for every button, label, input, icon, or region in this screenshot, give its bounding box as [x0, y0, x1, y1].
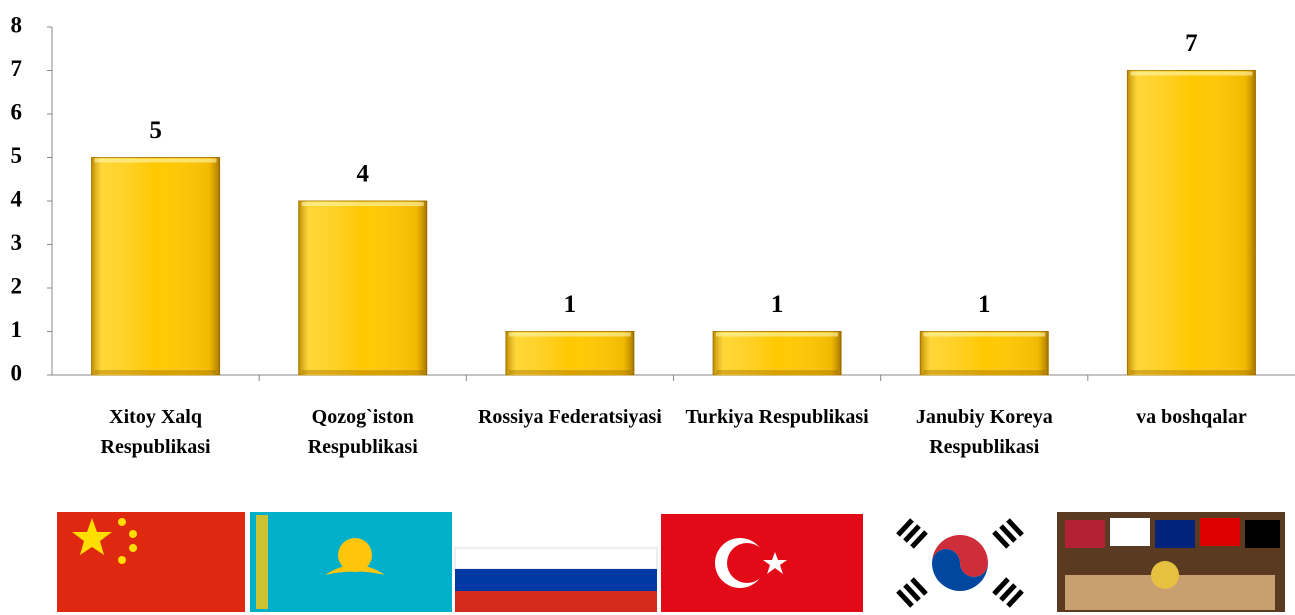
- flag-korea: [898, 520, 1022, 606]
- y-tick-label: 4: [11, 186, 23, 211]
- flag-turkey: [661, 514, 863, 612]
- value-label: 1: [978, 291, 991, 318]
- value-label: 7: [1185, 30, 1198, 57]
- bar-highlight: [302, 202, 424, 206]
- value-label: 5: [149, 117, 162, 144]
- y-tick-label: 6: [11, 99, 23, 124]
- bar: [920, 332, 1048, 376]
- bar-bottom: [1130, 370, 1252, 374]
- value-label: 4: [357, 161, 370, 188]
- x-tick-label: Xitoy Xalq Respublikasi: [56, 402, 256, 462]
- bar-highlight: [923, 333, 1045, 337]
- chart: 0 1 2 3 4 5 6 7 8 5 4 1 1 1 7: [0, 0, 1295, 615]
- bar-highlight: [1130, 72, 1252, 76]
- x-tick-label: Qozog`iston Respublikasi: [263, 402, 463, 462]
- value-label: 1: [771, 291, 784, 318]
- x-tick-label: Janubiy Koreya Respublikasi: [884, 402, 1084, 462]
- x-tick-label: va boshqalar: [1091, 402, 1291, 432]
- bar-bottom: [923, 370, 1045, 374]
- y-tick-label: 8: [11, 12, 23, 37]
- y-tick-label: 0: [11, 360, 23, 385]
- flag-russia: [455, 548, 657, 612]
- bar: [92, 158, 220, 376]
- bar-bottom: [302, 370, 424, 374]
- y-tick-label: 5: [11, 143, 23, 168]
- bar: [713, 332, 841, 376]
- bar-highlight: [95, 159, 217, 163]
- y-tick-label: 3: [11, 230, 23, 255]
- bar: [1127, 71, 1255, 376]
- value-label: 1: [564, 291, 577, 318]
- flags-world: [1057, 512, 1285, 612]
- y-tick-label: 7: [11, 56, 23, 81]
- bar: [506, 332, 634, 376]
- bar-highlight: [509, 333, 631, 337]
- y-tick-label: 2: [11, 273, 23, 298]
- bar-bottom: [509, 370, 631, 374]
- bar-bottom: [716, 370, 838, 374]
- page: 0 1 2 3 4 5 6 7 8 5 4 1 1 1 7 Xitoy Xalq RespublikasiQ…: [0, 0, 1295, 615]
- bar: [299, 201, 427, 375]
- bar-highlight: [716, 333, 838, 337]
- flag-china: [57, 512, 245, 612]
- y-tick-label: 1: [11, 317, 23, 342]
- x-tick-label: Turkiya Respublikasi: [677, 402, 877, 432]
- flag-kazakhstan: [250, 512, 452, 612]
- x-tick-label: Rossiya Federatsiyasi: [470, 402, 670, 432]
- bar-bottom: [95, 370, 217, 374]
